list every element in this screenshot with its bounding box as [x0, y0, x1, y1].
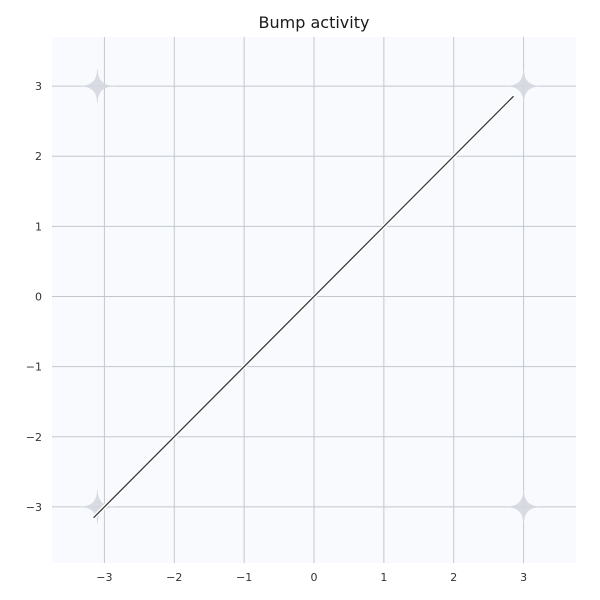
x-tick-label: 0: [311, 571, 318, 584]
y-axis-ticks: −3 −2 −1 0 1 2 3: [26, 80, 42, 514]
x-tick-label: −3: [96, 571, 112, 584]
star-marker: [506, 489, 541, 524]
y-tick-label: −1: [26, 361, 42, 374]
star-markers: [80, 69, 541, 524]
y-tick-label: 2: [35, 150, 42, 163]
x-tick-label: −2: [166, 571, 182, 584]
y-tick-label: −3: [26, 501, 42, 514]
star-marker: [506, 69, 541, 104]
y-tick-label: 1: [35, 220, 42, 233]
y-tick-label: −2: [26, 431, 42, 444]
x-tick-label: 2: [450, 571, 457, 584]
y-tick-label: 3: [35, 80, 42, 93]
y-tick-label: 0: [35, 290, 42, 303]
series-line: [93, 95, 514, 519]
series-lines: [91, 94, 516, 520]
star-marker: [80, 69, 115, 104]
x-axis-ticks: −3 −2 −1 0 1 2 3: [96, 571, 527, 584]
x-tick-label: 1: [380, 571, 387, 584]
x-tick-label: 3: [520, 571, 527, 584]
chart-title: Bump activity: [259, 13, 370, 32]
x-tick-label: −1: [236, 571, 252, 584]
